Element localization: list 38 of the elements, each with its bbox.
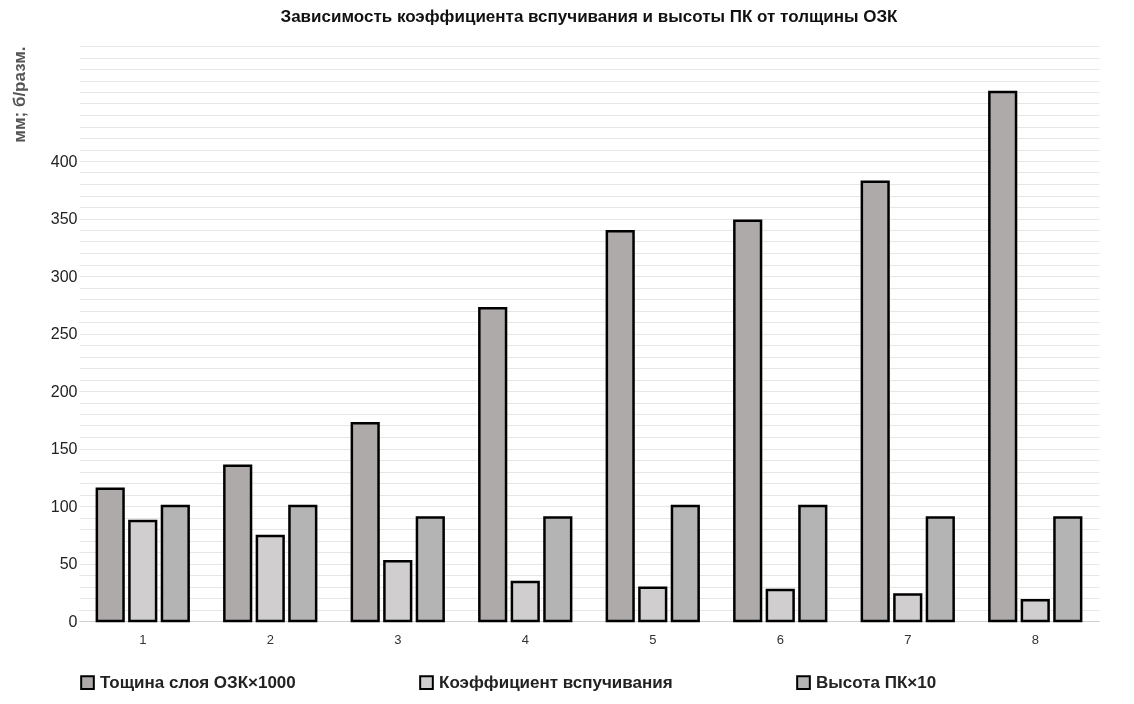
bar bbox=[670, 504, 700, 623]
bar bbox=[925, 516, 955, 623]
bar bbox=[605, 229, 635, 623]
bar bbox=[543, 516, 573, 623]
bar bbox=[798, 504, 828, 623]
legend-label: Коэффициент вспучивания bbox=[439, 672, 673, 692]
y-axis-title: мм; б/разм. bbox=[9, 46, 29, 143]
legend-label: Высота ПК×10 bbox=[816, 672, 937, 692]
bar bbox=[223, 464, 253, 623]
y-tick-label: 300 bbox=[50, 267, 78, 285]
y-tick-label: 350 bbox=[50, 210, 78, 227]
bar bbox=[988, 90, 1018, 623]
bar bbox=[95, 487, 125, 623]
bar bbox=[860, 180, 890, 623]
y-tick-label: 0 bbox=[68, 612, 78, 630]
x-tick-label: 2 bbox=[266, 631, 274, 647]
bar bbox=[1053, 516, 1083, 623]
bar bbox=[478, 306, 508, 623]
x-tick-label: 3 bbox=[394, 631, 402, 647]
bar bbox=[160, 504, 190, 623]
x-tick-label: 6 bbox=[776, 631, 784, 647]
y-tick-label: 50 bbox=[59, 555, 78, 572]
chart-title: Зависимость коэффициента вспучивания и высоты ПК от толщины ОЗК bbox=[280, 7, 899, 26]
y-tick-label: 100 bbox=[50, 497, 78, 515]
bar bbox=[288, 504, 318, 623]
y-tick-label: 250 bbox=[50, 325, 78, 342]
bar bbox=[415, 516, 445, 623]
bar bbox=[733, 219, 763, 623]
legend-label: Тощина слоя ОЗК×1000 bbox=[100, 672, 296, 692]
x-tick-label: 8 bbox=[1031, 631, 1039, 647]
y-tick-label: 150 bbox=[50, 440, 78, 457]
y-tick-label: 400 bbox=[50, 152, 78, 170]
x-tick-label: 1 bbox=[139, 631, 147, 647]
bar bbox=[350, 421, 380, 623]
x-tick-label: 4 bbox=[521, 631, 529, 647]
x-tick-label: 5 bbox=[649, 631, 657, 647]
y-tick-label: 200 bbox=[50, 382, 78, 400]
x-tick-label: 7 bbox=[904, 631, 912, 647]
